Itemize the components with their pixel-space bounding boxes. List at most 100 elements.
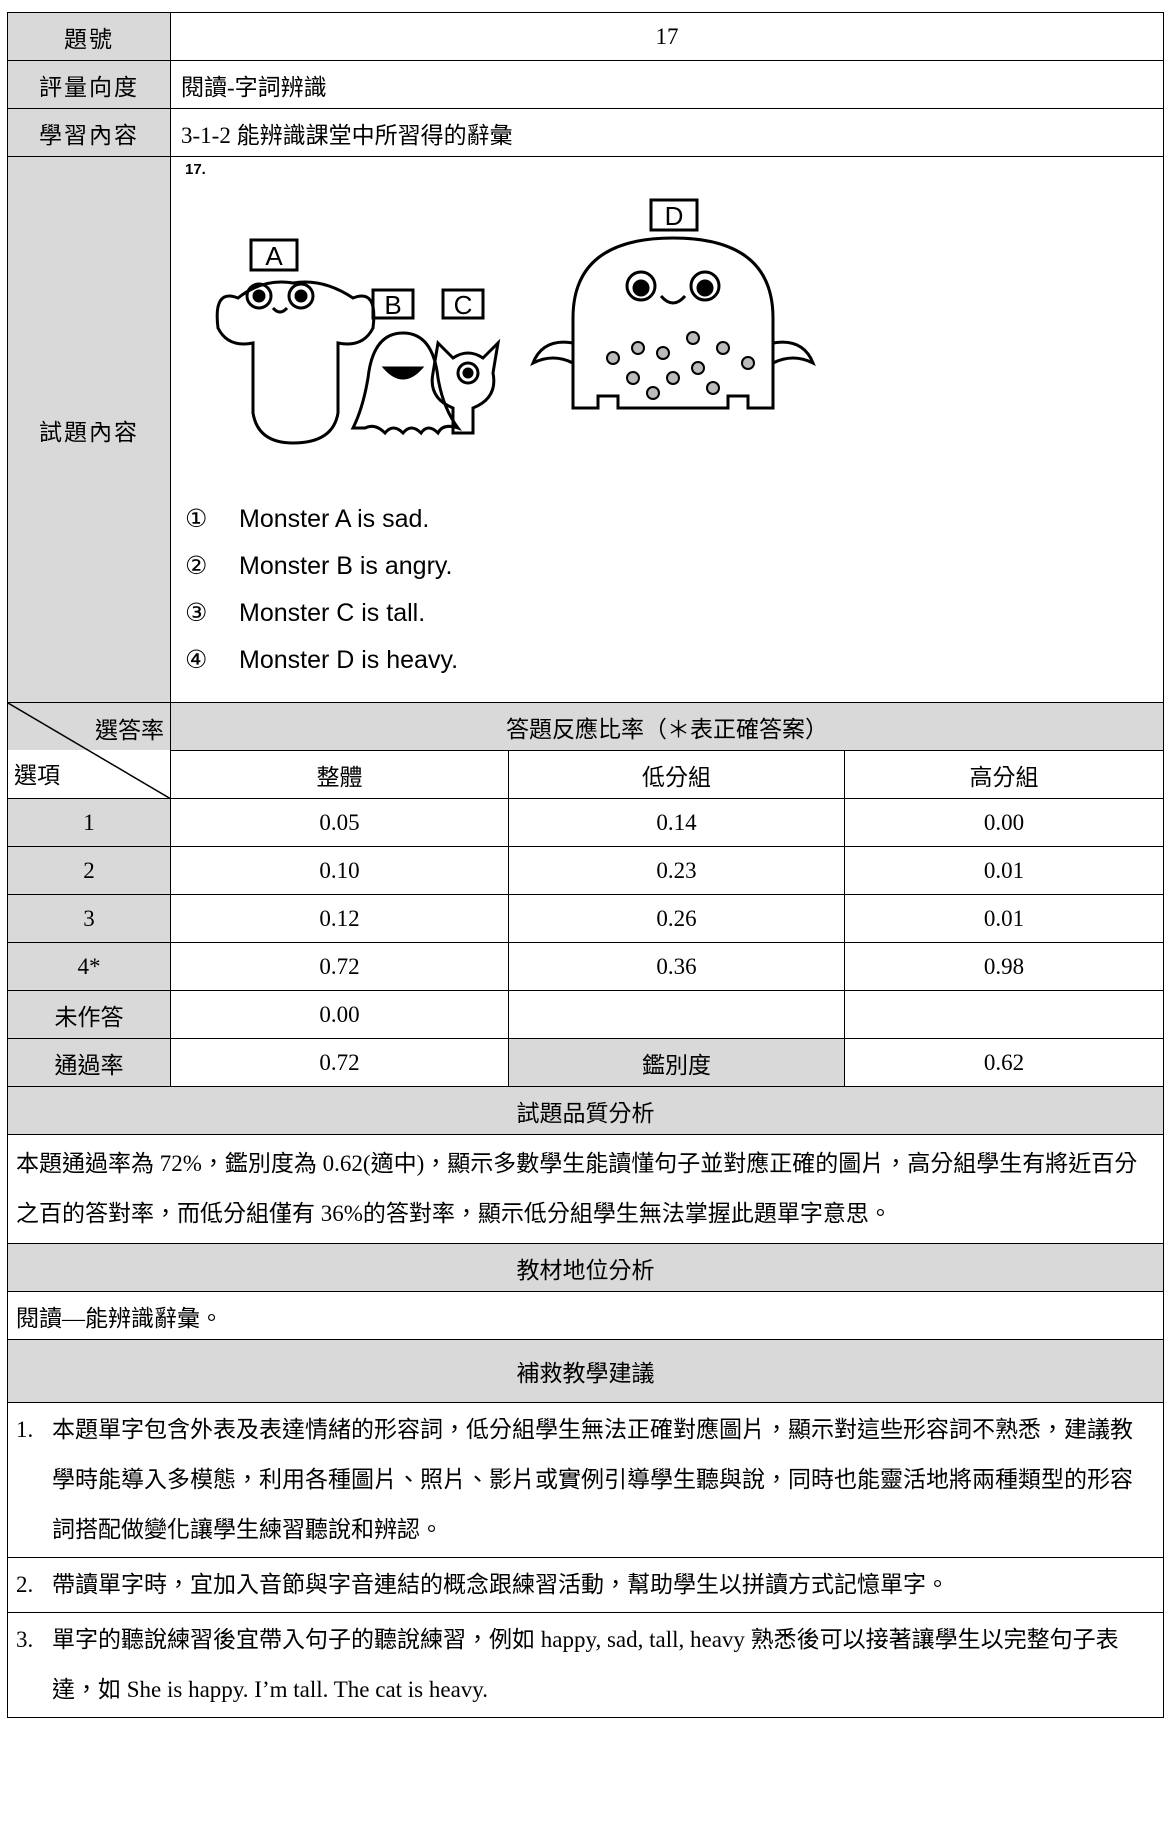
monster-c	[430, 338, 501, 435]
section-title: 教材地位分析	[6, 1243, 1165, 1292]
item-text: 單字的聽說練習後宜帶入句子的聽說練習，例如 happy, sad, tall, …	[52, 1627, 1119, 1702]
eye	[245, 282, 273, 310]
cell	[843, 990, 1165, 1039]
response-row: 4* 0.72 0.36 0.98	[7, 942, 1165, 991]
corner-cell: 選答率 選項	[7, 702, 171, 799]
cell: 0.14	[508, 798, 845, 847]
cell: 0.23	[508, 846, 845, 895]
spots	[606, 331, 755, 400]
item-content: 17. A B C D ① Monster A is sad. ② Monster …	[169, 156, 1165, 703]
cell: 鑑別度	[508, 1038, 845, 1087]
row-label: 通過率	[7, 1038, 171, 1087]
option: ③ Monster C is tall.	[185, 590, 1149, 637]
arms	[530, 340, 816, 367]
cell: 0.01	[843, 894, 1165, 943]
item-number: 3.	[16, 1627, 34, 1652]
section-title: 補救教學建議	[6, 1339, 1165, 1403]
option: ② Monster B is angry.	[185, 543, 1149, 590]
item-number: 17.	[185, 161, 206, 178]
monster-d	[571, 236, 775, 410]
option-marker: ③	[185, 599, 208, 627]
remedial-list: 1. 本題單字包含外表及表達情緒的形容詞，低分組學生無法正確對應圖片，顯示對這些形…	[8, 1403, 1164, 1717]
mouth	[271, 306, 289, 314]
cell: 0.00	[843, 798, 1165, 847]
response-row: 1 0.05 0.14 0.00	[7, 798, 1165, 847]
monster-b	[350, 331, 463, 436]
corner-shade	[8, 703, 170, 750]
pupil	[294, 289, 308, 303]
option-text: Monster B is angry.	[239, 552, 453, 580]
corner-bottom: 選項	[14, 763, 60, 788]
response-row: 通過率 0.72 鑑別度 0.62	[7, 1038, 1165, 1087]
value: 閱讀-字詞辨識	[169, 60, 1165, 109]
cell: 0.05	[170, 798, 509, 847]
corner-diagonal	[8, 703, 171, 799]
label: 評量向度	[7, 60, 171, 109]
column-header: 整體	[170, 750, 509, 799]
pupil	[696, 279, 714, 297]
cell: 0.72	[170, 942, 509, 991]
response-title: 答題反應比率（＊表正確答案）	[169, 702, 1165, 751]
item-text: 帶讀單字時，宜加入音節與字音連結的概念跟練習活動，幫助學生以拼讀方式記憶單字。	[52, 1572, 949, 1597]
cell: 0.72	[170, 1038, 509, 1087]
option-text: Monster D is heavy.	[239, 646, 459, 674]
eye	[689, 270, 721, 302]
label-box	[249, 238, 299, 272]
cell: 0.12	[170, 894, 509, 943]
option-marker: ②	[185, 552, 208, 580]
value: 17	[169, 12, 1165, 61]
response-row: 2 0.10 0.23 0.01	[7, 846, 1165, 895]
row-label: 4*	[7, 942, 171, 991]
option-text: Monster A is sad.	[239, 505, 430, 533]
value: 3-1-2 能辨識課堂中所習得的辭彙	[169, 108, 1165, 157]
monster-figure: A B C D	[215, 198, 816, 445]
figure-label: B	[384, 290, 401, 320]
item-number: 2.	[16, 1572, 34, 1597]
remedial-list-cell: 1. 本題單字包含外表及表達情緒的形容詞，低分組學生無法正確對應圖片，顯示對這些形…	[6, 1402, 1165, 1718]
cell: 0.62	[843, 1038, 1165, 1087]
figure-label: A	[265, 241, 283, 271]
item-analysis-table: 題號 17 評量向度 閱讀-字詞辨識 學習內容 3-1-2 能辨識課堂中所習得的辭彙 …	[6, 12, 1165, 1718]
option: ① Monster A is sad.	[185, 496, 1149, 543]
eye	[287, 282, 315, 310]
eye	[625, 270, 657, 302]
row-label: 未作答	[7, 990, 171, 1039]
column-header: 高分組	[843, 750, 1165, 799]
row-label: 3	[7, 894, 171, 943]
cell: 0.36	[508, 942, 845, 991]
mouth	[659, 294, 687, 305]
cell: 0.98	[843, 942, 1165, 991]
row-label: 1	[7, 798, 171, 847]
options: ① Monster A is sad. ② Monster B is angry. …	[185, 496, 1149, 684]
column-header: 低分組	[508, 750, 845, 799]
label: 試題內容	[7, 156, 171, 703]
item-text: 本題單字包含外表及表達情緒的形容詞，低分組學生無法正確對應圖片，顯示對這些形容詞…	[52, 1417, 1133, 1542]
response-row: 3 0.12 0.26 0.01	[7, 894, 1165, 943]
label: 學習內容	[7, 108, 171, 157]
pupil	[462, 367, 474, 379]
option: ④ Monster D is heavy.	[185, 637, 1149, 684]
cell: 0.00	[170, 990, 509, 1039]
pupil	[632, 279, 650, 297]
cell: 0.26	[508, 894, 845, 943]
eye	[456, 361, 480, 385]
section-text: 閱讀—能辨識辭彙。	[6, 1291, 1165, 1340]
section-text: 本題通過率為 72%，鑑別度為 0.62(適中)，顯示多數學生能讀懂句子並對應正…	[6, 1134, 1165, 1244]
cell	[508, 990, 845, 1039]
label-box	[441, 288, 485, 320]
label: 題號	[7, 12, 171, 61]
monster-a	[215, 280, 376, 445]
cell: 0.01	[843, 846, 1165, 895]
option-text: Monster C is tall.	[239, 599, 426, 627]
figure-label: C	[454, 290, 473, 320]
section-title: 試題品質分析	[6, 1086, 1165, 1135]
label-box	[649, 198, 699, 232]
remedial-item: 3. 單字的聽說練習後宜帶入句子的聽說練習，例如 happy, sad, tall…	[8, 1612, 1164, 1717]
pupil	[252, 289, 266, 303]
remedial-item: 1. 本題單字包含外表及表達情緒的形容詞，低分組學生無法正確對應圖片，顯示對這些形…	[8, 1403, 1163, 1557]
remedial-item: 2. 帶讀單字時，宜加入音節與字音連結的概念跟練習活動，幫助學生以拼讀方式記憶單字…	[8, 1557, 1164, 1612]
cell: 0.10	[170, 846, 509, 895]
mouth	[381, 366, 425, 380]
row-label: 2	[7, 846, 171, 895]
